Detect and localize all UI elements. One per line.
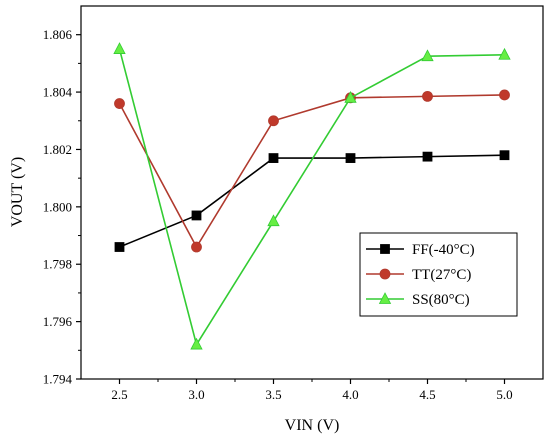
- data-point: [114, 242, 125, 252]
- legend-label: TT(27°C): [412, 267, 471, 283]
- data-point: [422, 151, 433, 162]
- y-tick-label: 1.802: [43, 142, 72, 157]
- legend-label: SS(80°C): [412, 292, 470, 308]
- data-point: [268, 153, 279, 163]
- legend-item: TT(27°C): [366, 267, 471, 283]
- x-tick-label: 3.5: [265, 387, 281, 402]
- plot-frame: [80, 5, 544, 380]
- legend-label: FF(-40°C): [412, 242, 475, 258]
- y-axis-title: VOUT (V): [9, 157, 26, 227]
- data-point: [422, 90, 433, 102]
- x-axis-title: VIN (V): [285, 417, 340, 434]
- y-tick-label: 1.794: [43, 372, 73, 387]
- data-point: [344, 90, 357, 103]
- series-layer: [113, 42, 511, 350]
- data-point: [499, 89, 510, 101]
- y-tick-label: 1.796: [43, 314, 73, 329]
- y-tick-label: 1.800: [43, 199, 72, 214]
- x-tick-label: 4.0: [342, 387, 358, 402]
- y-tick-label: 1.806: [43, 27, 73, 42]
- legend-marker: [379, 268, 391, 280]
- data-point: [498, 47, 511, 60]
- x-tick-label: 2.5: [111, 387, 127, 402]
- data-point: [191, 241, 202, 253]
- legend-marker: [380, 244, 390, 254]
- x-tick-label: 4.5: [419, 387, 435, 402]
- series-triangle: [113, 42, 511, 350]
- data-point: [190, 337, 203, 350]
- legend-marker: [378, 292, 392, 304]
- data-point: [267, 214, 280, 227]
- data-point: [113, 42, 126, 54]
- data-point: [268, 115, 279, 127]
- ticks-layer: 2.5 3.0 3.5 4.0 4.5 5.0 1.794 1.796 1.798 1.800 1.…: [43, 27, 513, 402]
- y-tick-label: 1.804: [43, 85, 73, 100]
- x-tick-label: 5.0: [496, 387, 512, 402]
- data-point: [191, 210, 202, 221]
- data-point: [421, 49, 434, 62]
- legend: FF(-40°C) TT(27°C) SS(80°C): [359, 232, 518, 317]
- data-point: [345, 153, 356, 163]
- series-circle: [114, 89, 510, 253]
- y-tick-label: 1.798: [43, 257, 72, 272]
- x-tick-label: 3.0: [188, 387, 204, 402]
- series-line: [118, 48, 505, 347]
- data-point: [499, 150, 510, 161]
- series-line: [118, 94, 505, 249]
- legend-item: SS(80°C): [366, 292, 470, 308]
- legend-item: FF(-40°C): [366, 242, 475, 258]
- data-point: [114, 98, 125, 109]
